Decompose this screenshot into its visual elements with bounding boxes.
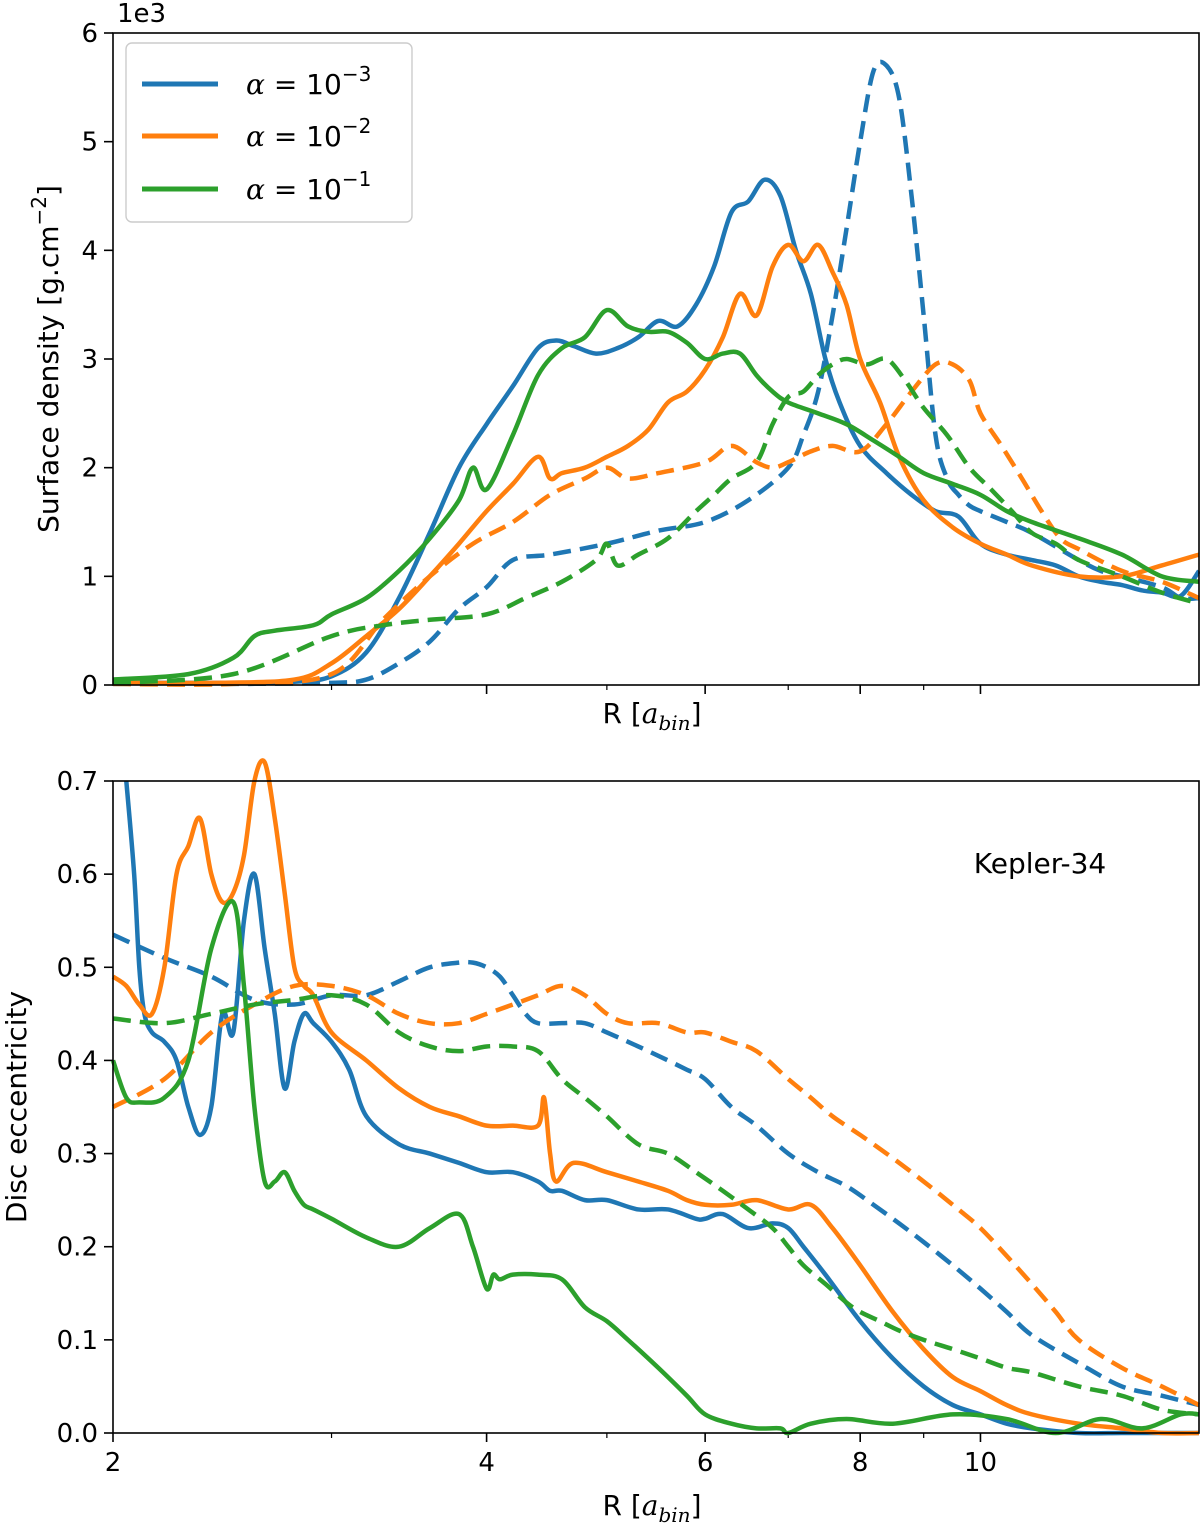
top-series-10-2-solid	[112, 242, 1200, 686]
legend-equals-ten: = 10	[265, 120, 342, 153]
bottom-series-lines	[110, 758, 1200, 1436]
bottom-y-tick-label-0-7: 0.7	[57, 767, 98, 797]
legend-label-alpha-1e-3: α = 10−3	[246, 62, 371, 101]
bottom-x-axis-label: R [abin]	[602, 1489, 701, 1525]
top-y-axis-label-end: ]	[32, 185, 65, 196]
top-y-tick-label-5: 5	[81, 128, 98, 158]
bottom-series-10-1-dashed	[112, 992, 1200, 1417]
bottom-y-tick-label-0-5: 0.5	[57, 953, 98, 983]
bottom-x-tick-label-4: 4	[478, 1448, 495, 1478]
top-series-10-3-solid	[112, 177, 1200, 686]
top-x-axis-label-subscript: bin	[658, 711, 690, 735]
top-series-10-3-dashed	[112, 59, 1200, 687]
top-y-tick-label-6: 6	[81, 19, 98, 49]
bottom-y-tick-label-0-4: 0.4	[57, 1046, 98, 1076]
legend-label-alpha-1e-2: α = 10−2	[246, 114, 371, 153]
top-y-tick-label-2: 2	[81, 454, 98, 484]
top-x-axis-label-end: ]	[691, 697, 702, 730]
legend-alpha-symbol: α	[246, 68, 265, 101]
bottom-series-10-3-dashed	[112, 932, 1200, 1408]
legend-frame	[125, 42, 413, 223]
legend-exponent: −3	[342, 62, 371, 86]
bottom-ticks: 0.0 0.1 0.2 0.3 0.4 0.5 0.6 0.7 2 4 6 8 10	[57, 767, 997, 1478]
legend-equals-ten: = 10	[265, 68, 342, 101]
bottom-y-tick-label-0-6: 0.6	[57, 860, 98, 890]
bottom-series-10-1-solid	[110, 898, 1200, 1436]
bottom-x-axis-label-symbol: a	[642, 1489, 659, 1522]
top-x-axis-label-symbol: a	[642, 697, 659, 730]
top-x-axis-label-main: R [	[602, 697, 641, 730]
top-series-lines	[112, 59, 1200, 687]
legend-exponent: −2	[342, 114, 371, 138]
legend-entry-alpha-1e-1: α = 10−1	[142, 167, 371, 206]
top-series-10-1-dashed	[112, 356, 1200, 686]
top-y-tick-label-1: 1	[81, 562, 98, 592]
bottom-series-10-3-solid	[124, 780, 1199, 1436]
legend-alpha-symbol: α	[246, 120, 265, 153]
bottom-x-tick-label-6: 6	[697, 1448, 714, 1478]
bottom-y-tick-label-0-1: 0.1	[57, 1326, 98, 1356]
bottom-x-axis-label-subscript: bin	[658, 1503, 690, 1525]
bottom-x-tick-label-8: 8	[852, 1448, 869, 1478]
bottom-y-tick-label-0-2: 0.2	[57, 1233, 98, 1263]
legend-equals-ten: = 10	[265, 173, 342, 206]
bottom-x-axis-label-main: R [	[602, 1489, 641, 1522]
bottom-y-axis-label: Disc eccentricity	[0, 991, 33, 1223]
bottom-y-tick-label-0-3: 0.3	[57, 1140, 98, 1170]
legend-alpha-symbol: α	[246, 173, 265, 206]
legend-entry-alpha-1e-3: α = 10−3	[142, 62, 371, 101]
bottom-series-10-2-dashed	[111, 981, 1200, 1408]
top-y-tick-label-4: 4	[81, 236, 98, 266]
bottom-y-tick-label-0: 0.0	[57, 1419, 98, 1449]
legend: α = 10−3 α = 10−2 α = 10−1	[125, 42, 413, 223]
top-y-axis-label-exponent: −2	[27, 196, 51, 225]
top-series-10-2-dashed	[112, 359, 1200, 687]
legend-label-alpha-1e-1: α = 10−1	[246, 167, 371, 206]
top-axes-frame	[112, 32, 1200, 686]
bottom-axes-frame	[112, 780, 1200, 1434]
bottom-series-10-2-solid	[111, 758, 1200, 1436]
eccentricity-panel: 0.0 0.1 0.2 0.3 0.4 0.5 0.6 0.7 2 4 6 8 10 Kepler-34…	[0, 758, 1200, 1525]
legend-entry-alpha-1e-2: α = 10−2	[142, 114, 371, 153]
top-ticks: 0 1 2 3 4 5 6	[81, 19, 982, 701]
top-x-axis-label: R [abin]	[602, 697, 701, 735]
bottom-x-axis-label-end: ]	[691, 1489, 702, 1522]
top-y-axis-label: Surface density [g.cm−2]	[27, 185, 65, 533]
top-y-tick-label-3: 3	[81, 345, 98, 375]
kepler-34-annotation: Kepler-34	[974, 847, 1106, 880]
bottom-x-tick-label-10: 10	[964, 1448, 997, 1478]
top-series-10-1-solid	[112, 307, 1200, 682]
top-y-axis-label-main: Surface density [g.cm	[32, 226, 65, 533]
top-y-tick-label-0: 0	[81, 671, 98, 701]
top-y-multiplier: 1e3	[117, 0, 166, 29]
legend-exponent: −1	[342, 167, 371, 191]
bottom-x-tick-label-2: 2	[105, 1448, 122, 1478]
